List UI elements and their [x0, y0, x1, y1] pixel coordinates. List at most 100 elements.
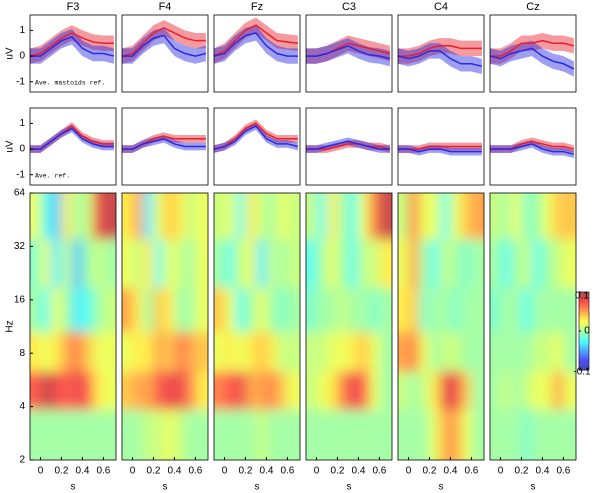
heatmap-cell — [245, 193, 257, 240]
heatmap-cell — [153, 371, 165, 410]
heatmap-cell — [255, 287, 267, 333]
heatmap-cell — [552, 331, 564, 372]
heatmap-cell — [358, 238, 370, 289]
heatmap-cell — [234, 371, 246, 410]
heatmap-cell — [563, 238, 576, 289]
y-tick-label: 1 — [19, 118, 25, 129]
colorbar-segment — [579, 354, 589, 357]
heatmap-cell — [276, 371, 288, 410]
heatmap-cell — [418, 238, 430, 289]
heatmap-cell — [521, 371, 533, 410]
heatmap-cell — [510, 193, 522, 240]
heatmap-cell — [358, 371, 370, 410]
y-tick-label: 1 — [19, 25, 25, 36]
colorbar-segment — [579, 292, 589, 295]
heatmap-cell — [552, 193, 564, 240]
x-axis-label: s — [439, 482, 444, 493]
colorbar-segment — [579, 342, 589, 346]
heatmap-cell — [490, 238, 501, 289]
x-tick-label: 0.2 — [515, 466, 529, 477]
heatmap-cell — [255, 371, 267, 410]
line — [122, 138, 206, 150]
x-tick-label: 0.4 — [167, 466, 181, 477]
heatmap-cell — [234, 409, 246, 460]
channel-title: F3 — [67, 1, 80, 13]
heatmap-cell — [306, 371, 317, 410]
heatmap-cell — [174, 331, 186, 372]
heatmap-cell — [61, 193, 73, 240]
heatmap-cell — [132, 287, 144, 333]
heatmap-cell — [195, 193, 208, 240]
line — [306, 140, 390, 150]
heatmap-cell — [500, 331, 512, 372]
heatmap-cell — [439, 193, 451, 240]
heatmap-cell — [316, 409, 328, 460]
y-tick-label: -1 — [16, 76, 25, 87]
frame — [29, 107, 117, 186]
line — [30, 35, 115, 57]
x-tick-label: 0.6 — [188, 466, 202, 477]
colorbar-segment — [579, 313, 589, 316]
heatmap-cell — [61, 371, 73, 410]
colorbar-segment — [579, 344, 589, 348]
heatmap-cell — [471, 193, 484, 240]
y-axis-label: Hz — [5, 320, 16, 332]
x-tick-label: 0 — [498, 466, 504, 477]
heatmap-cell — [460, 331, 472, 372]
heatmap-cell — [306, 331, 317, 372]
heatmap-cell — [224, 331, 236, 372]
heatmap-cell — [347, 238, 359, 289]
heatmap-cell — [521, 193, 533, 240]
line — [398, 145, 482, 150]
heatmap-cell — [163, 371, 175, 410]
confidence-band — [398, 145, 482, 156]
heatmap-cell — [418, 287, 430, 333]
heatmap-cell — [500, 238, 512, 289]
heatmap-cell — [174, 287, 186, 333]
heatmap — [214, 193, 300, 460]
heatmap-cell — [224, 409, 236, 460]
heatmap-cell — [500, 409, 512, 460]
heatmap-cell — [379, 331, 392, 372]
confidence-band — [30, 124, 114, 153]
frame — [121, 14, 209, 93]
heatmap-cell — [471, 331, 484, 372]
heatmap-cell — [30, 371, 41, 410]
heatmap-cell — [40, 238, 52, 289]
colorbar-segment — [579, 293, 589, 297]
heatmap-cell — [30, 287, 41, 333]
x-tick-label: 0.4 — [75, 466, 89, 477]
heatmap-cell — [418, 331, 430, 372]
heatmap-cell — [460, 238, 472, 289]
heatmap-cell — [490, 409, 501, 460]
heatmap-cell — [358, 193, 370, 240]
heatmap-cell — [92, 238, 104, 289]
confidence-band — [490, 140, 574, 159]
heatmap-cell — [418, 193, 430, 240]
channel-title: Cz — [526, 1, 539, 13]
heatmap-cell — [408, 331, 420, 372]
heatmap-cell — [266, 371, 278, 410]
heatmap-cell — [92, 331, 104, 372]
channel-title: F4 — [159, 1, 172, 13]
colorbar-segment — [579, 366, 589, 369]
colorbar-segment — [579, 352, 589, 355]
heatmap-cell — [132, 238, 144, 289]
heatmap-cell — [234, 331, 246, 372]
heatmap-cell — [82, 287, 94, 333]
confidence-band — [398, 142, 482, 153]
heatmap-cell — [142, 409, 154, 460]
line — [122, 34, 207, 57]
heatmap-cell — [429, 193, 441, 240]
heatmap-cell — [306, 287, 317, 333]
confidence-band — [214, 122, 298, 153]
heatmap-cell — [132, 193, 144, 240]
heatmap-cell — [418, 409, 430, 460]
colorbar-segment — [579, 299, 589, 303]
heatmap-cell — [439, 238, 451, 289]
heatmap-cell — [163, 331, 175, 372]
heatmap-cell — [450, 409, 462, 460]
heatmap-cell — [40, 371, 52, 410]
y-tick-label: -1 — [16, 169, 25, 180]
heatmap-cell — [287, 409, 300, 460]
